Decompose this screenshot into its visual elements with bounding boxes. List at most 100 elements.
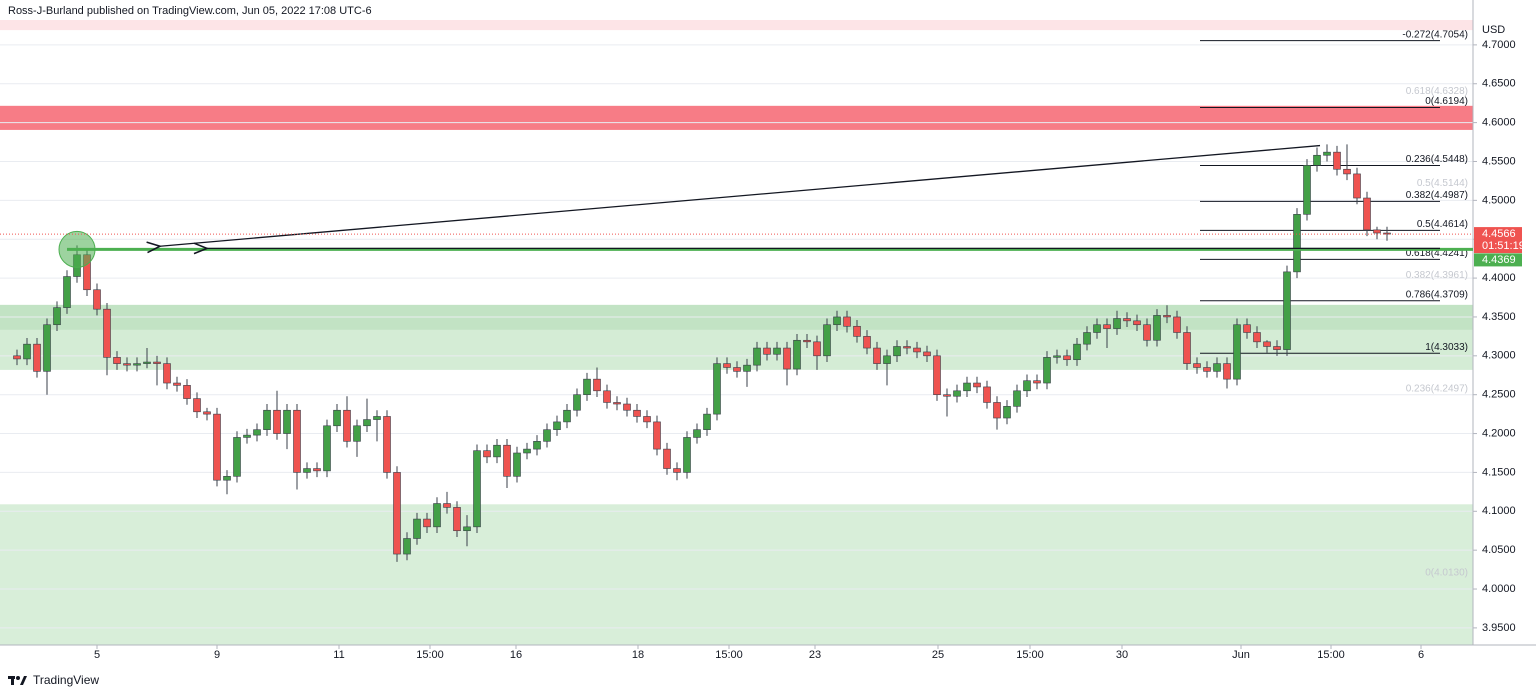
candle-body [613,402,621,405]
candle-body [583,378,591,395]
trendline [160,144,1321,247]
candle-body [443,503,451,508]
fib-label: 0.236(4.2497) [1406,384,1468,395]
candle-body [663,448,671,469]
fib-label: 0.382(4.4987) [1406,190,1468,201]
candle-body [643,416,651,423]
candle-body [173,382,181,386]
candle-body [673,468,681,473]
candle-body [1203,367,1211,372]
y-tick-label: 4.5000 [1482,194,1516,206]
candle-body [1293,214,1301,273]
candle-body [323,425,331,472]
candle-body [913,347,921,353]
candle-body [803,339,811,343]
candle-body [43,324,51,372]
candle-body [433,503,441,528]
candle-body [283,409,291,434]
candle-body [873,347,881,364]
candle-body [513,452,521,477]
candle-body [353,425,361,442]
footer-brand: TradingView [33,673,100,687]
candle-body [213,413,221,481]
x-tick-label: 15:00 [1317,649,1345,661]
candle-body [403,538,411,555]
candle-body [563,409,571,423]
fib-label: 0.618(4.6328) [1406,86,1468,97]
candle-body [1073,343,1081,361]
candle-body [493,444,501,458]
candle-body [183,385,191,399]
candle-body [1373,229,1381,234]
x-tick-label: 25 [932,649,944,661]
candle-body [1283,271,1291,350]
candle-body [293,409,301,473]
candle-body [863,336,871,349]
candle-body [1113,318,1121,329]
candle-body [453,507,461,532]
candle-body [983,386,991,403]
candle-body [473,450,481,528]
candle-body [1353,173,1361,199]
candle-body [1363,197,1371,231]
candle-body [1123,318,1131,322]
candle-body [833,316,841,326]
candle-body [903,346,911,349]
candle-body [533,441,541,450]
candle-body [103,308,111,358]
x-tick-label: 5 [94,649,100,661]
x-tick-label: 15:00 [416,649,444,661]
y-tick-label: 3.9500 [1482,622,1516,634]
candle-body [793,339,801,370]
fib-label: 0.382(4.3961) [1406,270,1468,281]
candle-body [1233,324,1241,380]
candle-body [23,343,31,360]
candle-body [593,378,601,392]
y-tick-label: 4.0000 [1482,583,1516,595]
candle-body [223,476,231,481]
candle-body [703,413,711,430]
candle-body [63,276,71,308]
x-tick-label: 6 [1418,649,1424,661]
candle-body [1303,165,1311,215]
y-tick-label: 4.1000 [1482,505,1516,517]
y-tick-label: 4.1500 [1482,466,1516,478]
candle-body [1343,168,1351,175]
candle-body [123,363,131,366]
candle-body [273,409,281,434]
candle-body [753,347,761,366]
x-tick-label: 18 [632,649,644,661]
y-tick-label: 4.7000 [1482,39,1516,51]
last-price-box [1474,227,1522,254]
candle-body [233,437,241,477]
candle-body [53,307,61,326]
candle-body [823,324,831,357]
candle-body [373,416,381,420]
fib-label: 0.236(4.5448) [1406,154,1468,165]
candle-body [783,347,791,370]
candle-body [1083,332,1091,345]
x-tick-label: 23 [809,649,821,661]
candle-body [263,409,271,430]
candle-body [1013,390,1021,407]
candle-body [1143,324,1151,341]
y-tick-label: 4.6500 [1482,78,1516,90]
zone [0,20,1473,31]
y-tick-label: 4.6000 [1482,117,1516,129]
candle-body [723,363,731,368]
candle-body [933,355,941,395]
zone [0,504,1473,645]
candle-body [1053,355,1061,358]
candle-body [343,409,351,442]
candle-body [1383,232,1391,235]
candle-body [683,437,691,473]
x-tick-label: 30 [1116,649,1128,661]
fib-label: 0(4.0130) [1425,568,1468,579]
candle-body [733,367,741,372]
candle-body [303,468,311,473]
candle-body [483,450,491,458]
candle-body [1093,324,1101,333]
candle-body [133,363,141,366]
candle-body [93,289,101,310]
